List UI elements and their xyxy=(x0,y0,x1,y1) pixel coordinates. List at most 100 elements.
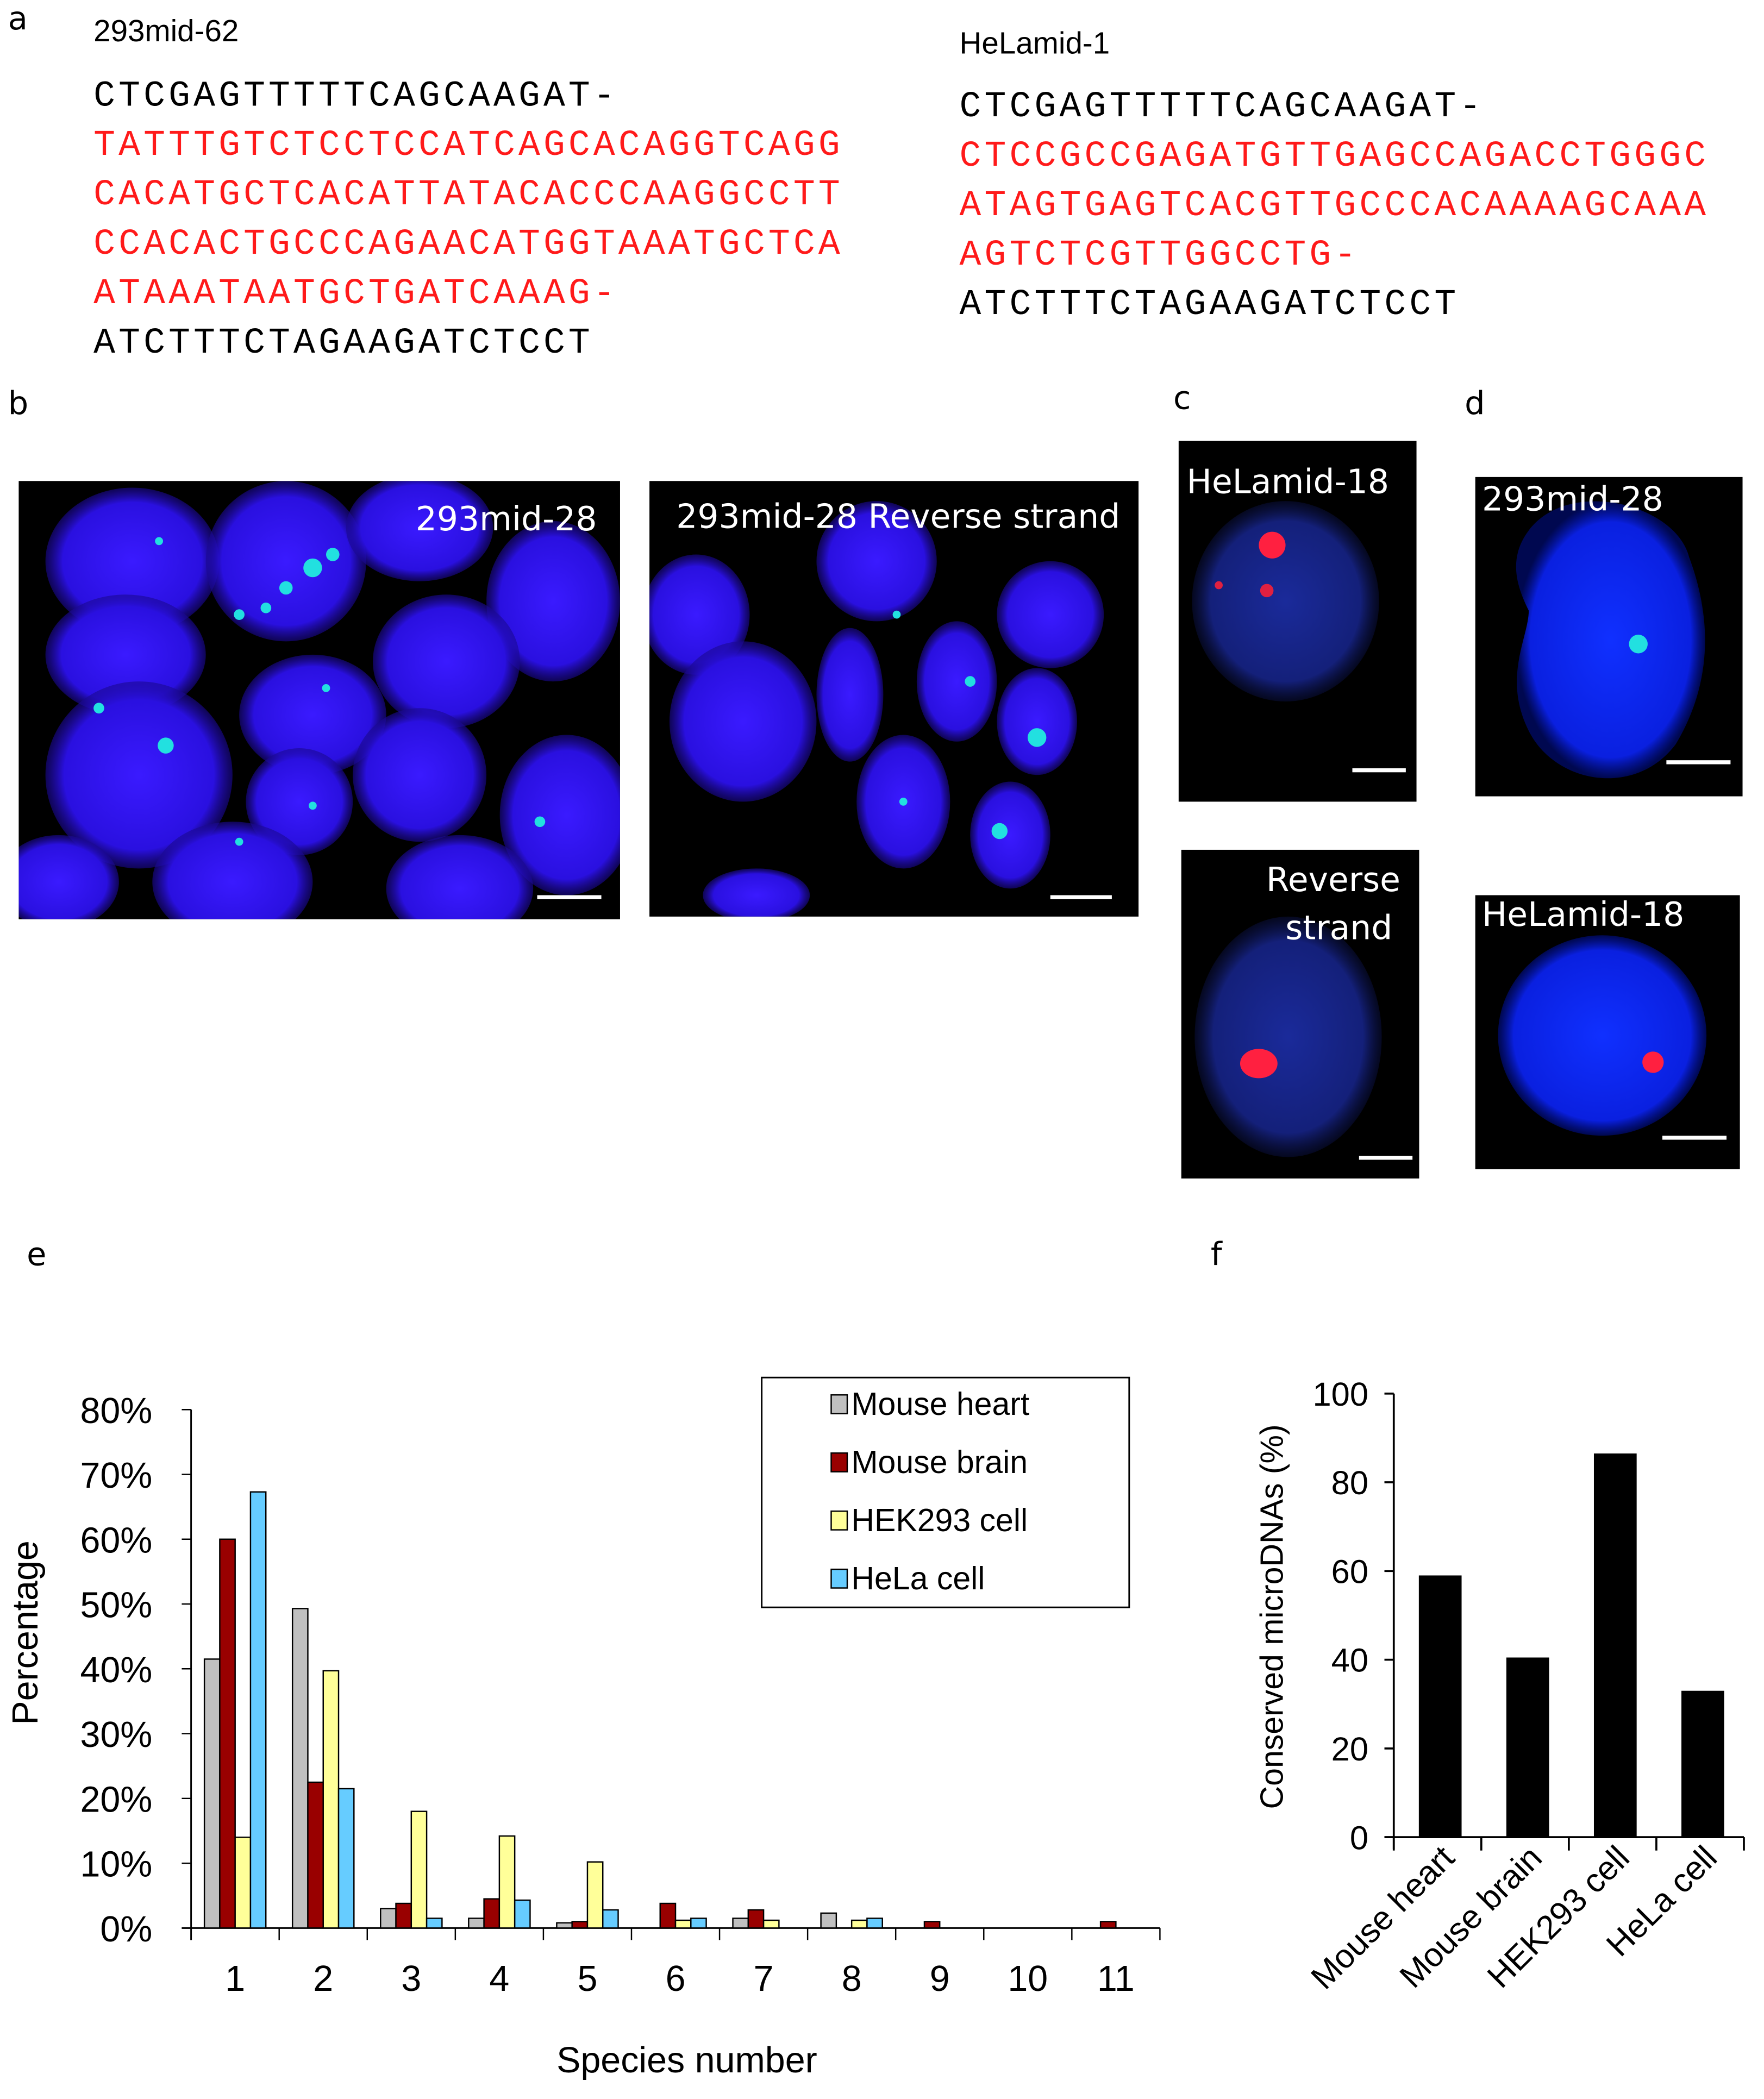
bar xyxy=(1418,1575,1462,1838)
nucleus-image xyxy=(1192,501,1379,701)
micrograph-label: 293mid-28 Reverse strand xyxy=(676,497,1121,536)
nuclei-image xyxy=(649,501,1104,917)
bar-mouse-heart xyxy=(468,1918,485,1929)
bar-hek293-cell xyxy=(586,1861,604,1929)
scale-bar xyxy=(1662,1136,1727,1140)
bar-hek293-cell xyxy=(410,1810,428,1929)
bar-mouse-heart xyxy=(820,1912,837,1929)
bar-mouse-brain xyxy=(1099,1921,1117,1929)
legend-label: Mouse heart xyxy=(851,1386,1029,1422)
x-tick-label: 2 xyxy=(313,1959,333,1999)
sequence-right: CTCGAGTTTTTCAGCAAGAT- CTCCGCCGAGATGTTGAGC… xyxy=(960,84,1710,331)
panel-label-f: f xyxy=(1210,1236,1222,1274)
legend-label: HEK293 cell xyxy=(851,1502,1028,1538)
bar-hek293-cell xyxy=(322,1670,340,1929)
sequence-line: TATTTGTCTCCTCCATCAGCACAGGTCAGG xyxy=(93,127,843,167)
bar-hela-cell xyxy=(866,1918,883,1929)
nucleus-image xyxy=(1516,501,1705,779)
panel-label-a: a xyxy=(8,0,28,37)
x-tick-label: 7 xyxy=(754,1959,774,1999)
y-tick-label: 80 xyxy=(1331,1464,1368,1502)
y-tick-label: 40 xyxy=(1331,1642,1368,1680)
scale-bar xyxy=(1359,1156,1413,1160)
legend-swatch xyxy=(830,1394,848,1414)
x-tick-label: 9 xyxy=(930,1959,950,1999)
micrograph-label: HeLamid-18 xyxy=(1482,895,1685,934)
legend-swatch xyxy=(830,1452,848,1473)
y-tick-label: 20 xyxy=(1331,1731,1368,1768)
bar-hela-cell xyxy=(690,1918,707,1929)
y-tick-label: 100 xyxy=(1312,1376,1368,1413)
bar-hela-cell xyxy=(337,1788,355,1929)
y-axis-label: Percentage xyxy=(5,1540,46,1725)
y-axis-label: Conserved microDNAs (%) xyxy=(1254,1424,1290,1809)
nuclei-image xyxy=(18,481,620,919)
sequence-line: CTCGAGTTTTTCAGCAAGAT- xyxy=(93,77,618,118)
legend-swatch xyxy=(830,1568,848,1589)
x-tick-label: 11 xyxy=(1097,1959,1135,1999)
bar xyxy=(1593,1453,1637,1838)
panel-label-e: e xyxy=(27,1236,47,1274)
legend-box xyxy=(761,1376,1130,1608)
scale-bar xyxy=(1352,768,1406,773)
scale-bar xyxy=(1666,760,1731,765)
bar-mouse-heart xyxy=(380,1908,397,1929)
bar-hek293-cell xyxy=(498,1835,516,1929)
bar-mouse-brain xyxy=(571,1921,589,1929)
sequence-line: AGTCTCGTTGGCCTG- xyxy=(959,236,1360,277)
sequence-line: ATAGTGAGTCACGTTGCCCACAAAAGCAAA xyxy=(959,187,1710,228)
y-tick-label: 0% xyxy=(100,1909,152,1950)
legend-label: Mouse brain xyxy=(851,1444,1028,1480)
x-tick-label: 1 xyxy=(225,1959,245,1999)
x-axis-label: Species number xyxy=(556,2040,817,2081)
nucleus-image xyxy=(1194,916,1382,1157)
micrograph-label: 293mid-28 xyxy=(415,499,597,538)
bar xyxy=(1506,1657,1549,1838)
bar-hela-cell xyxy=(426,1918,443,1929)
micrograph-label-line1: Reverse xyxy=(1266,860,1401,899)
bar-mouse-heart xyxy=(556,1922,573,1929)
nucleus-image xyxy=(1498,935,1707,1136)
bar-hek293-cell xyxy=(850,1919,868,1929)
bar-mouse-brain xyxy=(747,1909,765,1929)
legend: Mouse heart Mouse brain HEK293 cell HeLa ce… xyxy=(761,1376,1130,1608)
bar-hela-cell xyxy=(602,1909,619,1929)
sequence-name-right: HeLamid-1 xyxy=(959,25,1110,60)
legend-swatch xyxy=(830,1510,848,1531)
sequence-name-left: 293mid-62 xyxy=(93,13,239,48)
y-tick-label: 10% xyxy=(80,1845,152,1885)
micrograph-293mid-28-reverse: 293mid-28 Reverse strand xyxy=(649,481,1139,917)
bar-mouse-brain xyxy=(307,1781,324,1929)
scale-bar xyxy=(1050,895,1112,899)
sequence-line: ATCTTTCTAGAAGATCTCCT xyxy=(93,324,593,365)
y-tick-label: 30% xyxy=(80,1715,152,1755)
species-number-bar-chart: 0%10%20%30%40%50%60%70%80%1 2 3 4 5 6 7 8 9 10 11 … xyxy=(5,1376,1161,2081)
sequence-line: CTCCGCCGAGATGTTGAGCCAGACCTGGGC xyxy=(959,137,1710,178)
x-tick-label: 6 xyxy=(666,1959,686,1999)
bar-hela-cell xyxy=(514,1899,531,1929)
panel-label-d: d xyxy=(1465,385,1485,423)
y-tick-label: 0 xyxy=(1350,1819,1368,1857)
sequence-line: CACATGCTCACATTATACACCCAAGGCCTT xyxy=(93,176,843,217)
micrograph-label-line2: strand xyxy=(1285,908,1393,948)
panel-label-b: b xyxy=(8,385,29,423)
y-tick-label: 60% xyxy=(80,1520,152,1561)
micrograph-293mid-28-single: 293mid-28 xyxy=(1475,477,1743,797)
x-tick-label: 3 xyxy=(401,1959,421,1999)
y-tick-label: 80% xyxy=(80,1391,152,1431)
bar-mouse-brain xyxy=(483,1898,501,1929)
bar-mouse-brain xyxy=(659,1902,677,1929)
bar-mouse-brain xyxy=(395,1902,412,1929)
micrograph-reverse-strand: Reverse strand xyxy=(1181,849,1419,1179)
bar-mouse-brain xyxy=(923,1921,941,1929)
legend-label: HeLa cell xyxy=(851,1561,985,1596)
micrograph-label: HeLamid-18 xyxy=(1186,462,1389,502)
panel-label-c: c xyxy=(1173,379,1191,417)
x-tick-label: 4 xyxy=(489,1959,509,1999)
bar-mouse-heart xyxy=(732,1918,749,1929)
micrograph-helamid-18: HeLamid-18 xyxy=(1178,441,1417,802)
y-tick-label: 50% xyxy=(80,1586,152,1626)
bar-hek293-cell xyxy=(234,1837,252,1929)
